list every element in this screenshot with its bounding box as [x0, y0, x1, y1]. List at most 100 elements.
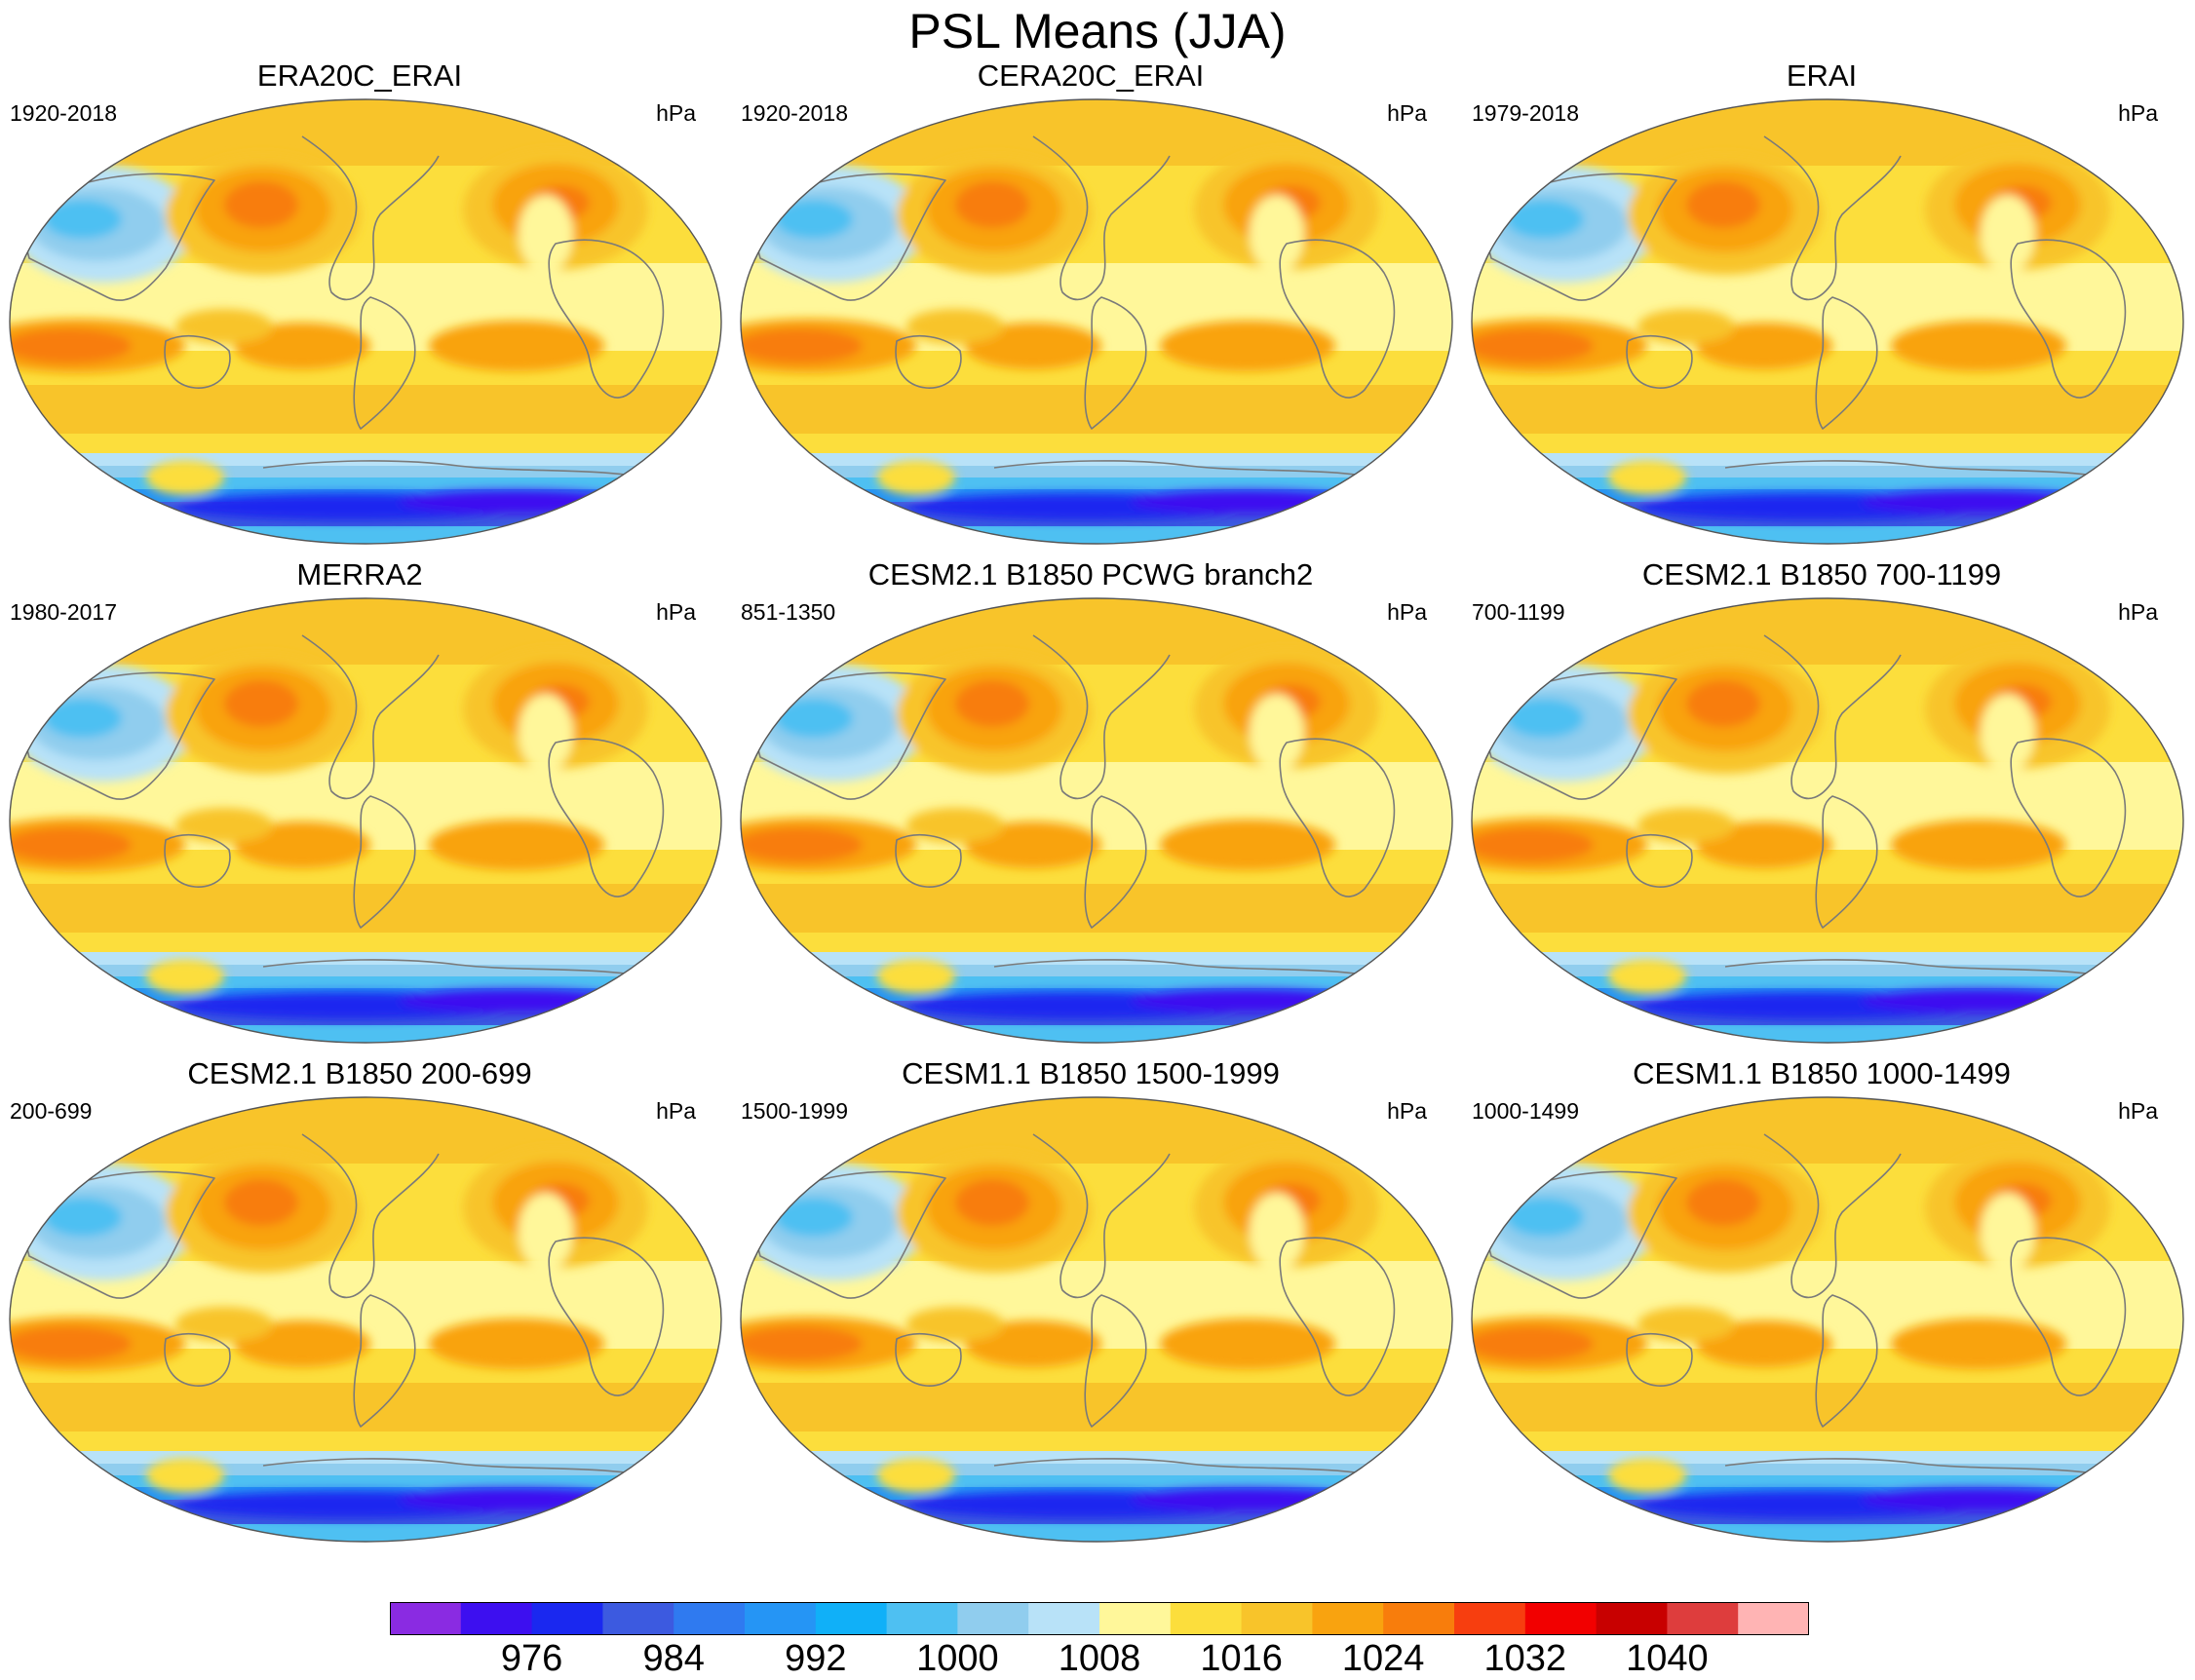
panel-period: 1979-2018 [1472, 100, 1579, 126]
colorbar-box [390, 1602, 462, 1635]
coastline [748, 1170, 946, 1299]
pressure-cell [741, 827, 863, 862]
pressure-cell [1160, 1318, 1335, 1369]
colorbar-tick-label: 1032 [1483, 1638, 1567, 1679]
panel-title: CESM1.1 B1850 1500-1999 [902, 1056, 1280, 1090]
coastline [2095, 660, 2175, 685]
pressure-cell [224, 1179, 298, 1226]
panel-units: hPa [1387, 1098, 1427, 1124]
map-panel: CESM2.1 B1850 700-1199 700-1199 hPa [1462, 557, 2184, 1045]
coastline [1626, 1333, 1693, 1387]
pressure-cell [1686, 1179, 1760, 1226]
pressure-cell [1506, 1198, 1584, 1237]
pressure-cell [1131, 490, 1365, 514]
pressure-cell [175, 808, 273, 843]
panel-title: ERAI [1786, 58, 1858, 93]
coastline [1084, 795, 1147, 929]
pressure-cell [1160, 820, 1335, 870]
pressure-cell [775, 1198, 853, 1237]
map-outline [9, 98, 722, 545]
coastline [164, 1333, 231, 1387]
coastline [1084, 1294, 1147, 1428]
map-panel: CESM1.1 B1850 1500-1999 1500-1999 hPa [731, 1056, 1453, 1544]
coastline [17, 172, 215, 301]
pressure-cell [1250, 694, 1304, 772]
pressure-cell [1131, 989, 1365, 1012]
colorbar-tick-label: 992 [785, 1638, 847, 1679]
page-title: PSL Means (JJA) [908, 4, 1287, 58]
coastline [1279, 1237, 1396, 1396]
colorbar-box [1099, 1602, 1172, 1635]
map-outline [1471, 98, 2184, 545]
psl-map [1471, 1096, 2184, 1543]
colorbar-tick-label: 1016 [1200, 1638, 1283, 1679]
coastline [1279, 738, 1396, 897]
coastline [17, 671, 215, 800]
latitude-band [741, 1025, 1452, 1043]
pressure-cell [965, 323, 1101, 369]
colorbar-box [1312, 1602, 1384, 1635]
colorbar-tick-label: 1008 [1058, 1638, 1141, 1679]
pressure-cell [1472, 827, 1594, 862]
pressure-cell [1250, 1193, 1304, 1271]
colorbar-box [1738, 1602, 1809, 1635]
pressure-cell [1696, 821, 1832, 868]
pressure-cell [955, 181, 1029, 228]
panel-title: CESM2.1 B1850 200-699 [187, 1056, 532, 1090]
coastline [262, 460, 644, 478]
colorbar-outline [390, 1602, 1809, 1635]
map-panel: CESM2.1 B1850 200-699 200-699 hPa [0, 1056, 722, 1544]
psl-map [9, 98, 722, 545]
map-panel: CESM2.1 B1850 PCWG branch2 851-1350 hPa [731, 557, 1453, 1045]
pressure-cell [1891, 820, 2066, 870]
coastline [1626, 335, 1693, 389]
map-panel: ERA20C_ERAI 1920-2018 hPa [0, 58, 722, 546]
pressure-cell [775, 699, 853, 738]
coastlines [17, 1133, 712, 1476]
colorbar-tick-label: 1000 [916, 1638, 999, 1679]
latitude-band [10, 526, 721, 544]
panel-period: 851-1350 [741, 599, 836, 625]
coastline [301, 634, 440, 800]
map-panel: MERRA2 1980-2017 hPa [0, 557, 722, 1045]
colorbar-box [1241, 1602, 1313, 1635]
colorbar-box [1028, 1602, 1100, 1635]
latitude-band [1472, 1524, 2183, 1542]
map-outline [9, 597, 722, 1044]
panel-title: CESM2.1 B1850 700-1199 [1641, 557, 2002, 592]
pressure-cell [955, 1179, 1029, 1226]
pressure-cell [1637, 808, 1735, 843]
pressure-cell [1250, 195, 1304, 273]
pressure-cell [10, 827, 132, 862]
coastline [164, 335, 231, 389]
coastline [895, 335, 962, 389]
coastline [1032, 135, 1171, 301]
colorbar-box [745, 1602, 817, 1635]
panel-title: CESM2.1 B1850 PCWG branch2 [867, 557, 1314, 592]
colorbar-tick-label: 1040 [1626, 1638, 1709, 1679]
panel-units: hPa [656, 1098, 696, 1124]
map-outline [740, 1096, 1453, 1543]
coastline [2010, 738, 2127, 897]
panel-title: MERRA2 [296, 557, 423, 592]
panel-title: ERA20C_ERAI [256, 58, 463, 93]
coastline [895, 834, 962, 888]
coastlines [748, 135, 1444, 478]
pressure-cell [1686, 680, 1760, 727]
pressure-cell [877, 460, 955, 495]
pressure-cell [906, 808, 1004, 843]
coastline [1815, 296, 1878, 430]
panel-period: 700-1199 [1472, 599, 1565, 625]
coastline [993, 1458, 1375, 1476]
colorbar-tick-label: 1024 [1341, 1638, 1425, 1679]
coastline [262, 1458, 644, 1476]
pressure-cell [175, 1307, 273, 1342]
coastline [2095, 161, 2175, 186]
pressure-cell [1686, 181, 1760, 228]
pressure-cell [10, 328, 132, 363]
psl-map [740, 98, 1453, 545]
colorbar [390, 1602, 1809, 1635]
colorbar-box [957, 1602, 1029, 1635]
colorbar-box [1170, 1602, 1243, 1635]
pressure-cell [234, 1320, 370, 1367]
